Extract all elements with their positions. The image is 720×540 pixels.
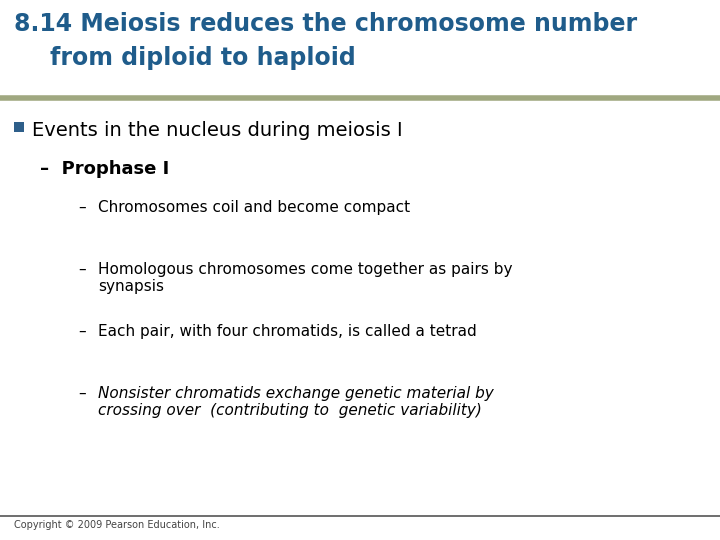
Text: –  Prophase I: – Prophase I: [40, 160, 169, 178]
Text: Events in the nucleus during meiosis I: Events in the nucleus during meiosis I: [32, 121, 402, 140]
Text: 8.14 Meiosis reduces the chromosome number: 8.14 Meiosis reduces the chromosome numb…: [14, 12, 637, 36]
Text: –: –: [78, 386, 86, 401]
Text: Homologous chromosomes come together as pairs by
synapsis: Homologous chromosomes come together as …: [98, 262, 513, 294]
Text: –: –: [78, 262, 86, 277]
Text: Copyright © 2009 Pearson Education, Inc.: Copyright © 2009 Pearson Education, Inc.: [14, 520, 220, 530]
Text: –: –: [78, 324, 86, 339]
Text: from diploid to haploid: from diploid to haploid: [50, 46, 356, 70]
Text: –: –: [78, 200, 86, 215]
Text: Nonsister chromatids exchange genetic material by
crossing over  (contributing t: Nonsister chromatids exchange genetic ma…: [98, 386, 494, 418]
Text: Each pair, with four chromatids, is called a tetrad: Each pair, with four chromatids, is call…: [98, 324, 477, 339]
Bar: [14, 122, 24, 132]
Text: Chromosomes coil and become compact: Chromosomes coil and become compact: [98, 200, 410, 215]
